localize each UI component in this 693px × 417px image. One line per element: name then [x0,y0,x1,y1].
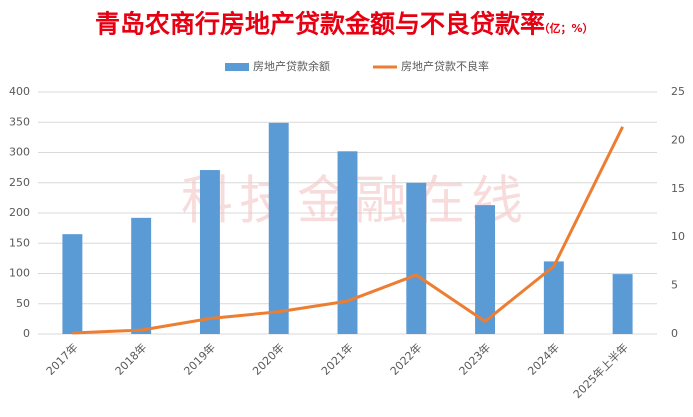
x-tick-label: 2021年 [318,340,355,377]
y-tick-label: 0 [23,327,30,340]
chart-title: 青岛农商行房地产贷款金额与不良贷款率 [95,10,545,39]
y2-tick-label: 10 [671,230,685,243]
x-tick-label: 2022年 [387,340,424,377]
bar [475,205,496,334]
x-tick-label: 2024年 [525,340,562,377]
x-tick-label: 2018年 [112,340,149,377]
line [72,126,624,335]
x-tick-label: 2020年 [249,340,286,377]
y-tick-label: 150 [9,236,30,249]
y-tick-label: 200 [9,206,30,219]
x-tick-label: 2023年 [456,340,493,377]
y-tick-label: 100 [9,267,30,280]
bar [612,274,633,334]
y-tick-label: 50 [16,297,30,310]
bar [543,261,564,334]
legend-label: 房地产贷款余额 [253,59,330,73]
bar [199,170,220,334]
bar [131,217,152,334]
bar [268,122,289,334]
y2-tick-label: 0 [671,327,678,340]
x-tick-label: 2019年 [181,340,218,377]
chart-unit: （亿；%） [538,21,593,35]
bar [62,234,83,334]
bar [406,182,427,334]
y2-tick-label: 20 [671,133,685,146]
bar [337,151,358,334]
legend-label: 房地产贷款不良率 [401,59,489,73]
y-tick-label: 350 [9,115,30,128]
y-tick-label: 300 [9,146,30,159]
legend-swatch [225,63,249,71]
x-tick-label: 2025年上半年 [570,340,631,401]
x-tick-label: 2017年 [43,340,80,377]
y2-tick-label: 15 [671,182,685,195]
y-tick-label: 400 [9,85,30,98]
y-tick-label: 250 [9,176,30,189]
y2-tick-label: 5 [671,279,678,292]
y2-tick-label: 25 [671,85,685,98]
